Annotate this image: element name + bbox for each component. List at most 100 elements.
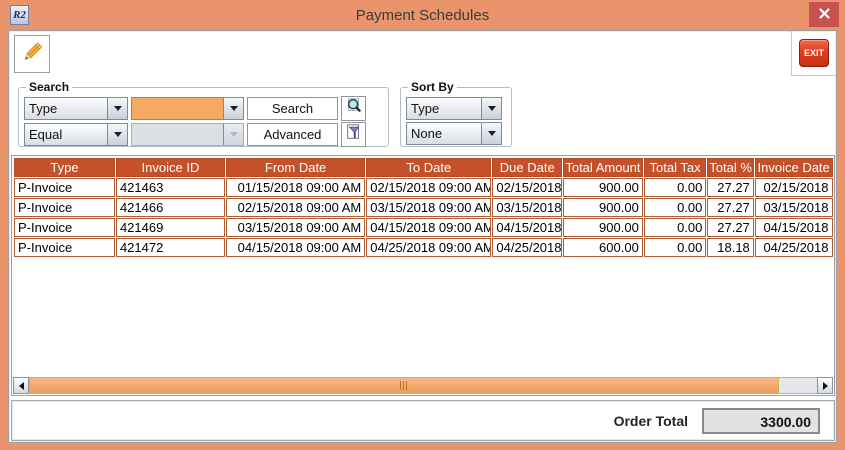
cell-from-date[interactable]: 02/15/2018 09:00 AM bbox=[225, 198, 366, 217]
cell-total-amount[interactable]: 900.00 bbox=[563, 218, 643, 237]
column-header-to-date[interactable]: To Date bbox=[366, 158, 492, 177]
cell-invoice-date[interactable]: 02/15/2018 bbox=[754, 178, 833, 197]
column-header-from-date[interactable]: From Date bbox=[225, 158, 366, 177]
cell-from-date[interactable]: 03/15/2018 09:00 AM bbox=[225, 218, 366, 237]
sort-row-2: None bbox=[406, 122, 506, 145]
search-group-label: Search bbox=[29, 80, 70, 94]
scroll-left-button[interactable] bbox=[13, 377, 29, 394]
column-header-total-amount[interactable]: Total Amount bbox=[563, 158, 643, 177]
cell-to-date[interactable]: 04/25/2018 09:00 AM bbox=[366, 238, 492, 257]
sort-primary-combo[interactable]: Type bbox=[406, 97, 502, 120]
chevron-down-icon[interactable] bbox=[481, 98, 501, 119]
search-row-2: Equal Advanced bbox=[24, 122, 383, 147]
close-button[interactable] bbox=[809, 2, 839, 27]
search-icon-button[interactable] bbox=[341, 96, 366, 121]
cell-invoice-date[interactable]: 04/25/2018 bbox=[754, 238, 833, 257]
column-header-invoice-id[interactable]: Invoice ID bbox=[115, 158, 225, 177]
chevron-down-icon bbox=[223, 124, 243, 145]
cell-due-date[interactable]: 03/15/2018 bbox=[492, 198, 563, 217]
table-row[interactable]: P-Invoice 421463 01/15/2018 09:00 AM 02/… bbox=[14, 178, 833, 197]
cell-type[interactable]: P-Invoice bbox=[14, 218, 115, 237]
sort-secondary-combo[interactable]: None bbox=[406, 122, 502, 145]
chevron-down-icon[interactable] bbox=[481, 123, 501, 144]
cell-total-pct[interactable]: 27.27 bbox=[707, 198, 754, 217]
table-row[interactable]: P-Invoice 421466 02/15/2018 09:00 AM 03/… bbox=[14, 198, 833, 217]
magnifier-icon bbox=[345, 97, 363, 120]
cell-invoice-id[interactable]: 421466 bbox=[115, 198, 225, 217]
column-header-type[interactable]: Type bbox=[14, 158, 115, 177]
cell-total-tax[interactable]: 0.00 bbox=[643, 178, 707, 197]
cell-type[interactable]: P-Invoice bbox=[14, 198, 115, 217]
sort-by-group-label: Sort By bbox=[411, 80, 454, 94]
chevron-down-icon[interactable] bbox=[223, 98, 243, 119]
search-operator-combo[interactable]: Equal bbox=[24, 123, 128, 146]
cell-total-amount[interactable]: 600.00 bbox=[563, 238, 643, 257]
column-header-invoice-date[interactable]: Invoice Date bbox=[754, 158, 833, 177]
scrollbar-track[interactable] bbox=[779, 377, 817, 394]
cell-invoice-date[interactable]: 04/15/2018 bbox=[754, 218, 833, 237]
search-field-combo[interactable]: Type bbox=[24, 97, 128, 120]
scrollbar-grip bbox=[400, 381, 408, 390]
search-value-combo[interactable] bbox=[131, 97, 244, 120]
cell-total-pct[interactable]: 18.18 bbox=[707, 238, 754, 257]
close-icon bbox=[818, 6, 830, 24]
cell-total-tax[interactable]: 0.00 bbox=[643, 218, 707, 237]
cell-due-date[interactable]: 04/15/2018 bbox=[492, 218, 563, 237]
cell-type[interactable]: P-Invoice bbox=[14, 178, 115, 197]
cell-invoice-date[interactable]: 03/15/2018 bbox=[754, 198, 833, 217]
sort-by-group: Sort By Type None bbox=[400, 80, 512, 147]
column-header-total-pct[interactable]: Total % bbox=[707, 158, 754, 177]
search-field-value: Type bbox=[29, 101, 58, 116]
search-value-text bbox=[132, 98, 223, 119]
cell-to-date[interactable]: 04/15/2018 09:00 AM bbox=[366, 218, 492, 237]
arrow-left-icon bbox=[18, 381, 24, 390]
advanced-button[interactable]: Advanced bbox=[247, 123, 338, 146]
titlebar[interactable]: Payment Schedules R2 bbox=[0, 0, 845, 30]
cell-total-tax[interactable]: 0.00 bbox=[643, 198, 707, 217]
cell-invoice-id[interactable]: 421469 bbox=[115, 218, 225, 237]
cell-type[interactable]: P-Invoice bbox=[14, 238, 115, 257]
cell-from-date[interactable]: 04/15/2018 09:00 AM bbox=[225, 238, 366, 257]
sort-primary-value: Type bbox=[411, 101, 440, 116]
cell-due-date[interactable]: 04/25/2018 bbox=[492, 238, 563, 257]
table-row[interactable]: P-Invoice 421469 03/15/2018 09:00 AM 04/… bbox=[14, 218, 833, 237]
table-row[interactable]: P-Invoice 421472 04/15/2018 09:00 AM 04/… bbox=[14, 238, 833, 257]
cell-total-amount[interactable]: 900.00 bbox=[563, 198, 643, 217]
cell-from-date[interactable]: 01/15/2018 09:00 AM bbox=[225, 178, 366, 197]
column-header-total-tax[interactable]: Total Tax bbox=[643, 158, 707, 177]
cell-total-tax[interactable]: 0.00 bbox=[643, 238, 707, 257]
advanced-search-icon bbox=[345, 123, 363, 146]
chevron-down-icon[interactable] bbox=[107, 124, 127, 145]
edit-button[interactable] bbox=[14, 35, 50, 73]
cell-invoice-id[interactable]: 421472 bbox=[115, 238, 225, 257]
search-value2-text bbox=[132, 124, 223, 145]
schedule-table: Type Invoice ID From Date To Date Due Da… bbox=[13, 157, 833, 258]
scroll-right-button[interactable] bbox=[817, 377, 833, 394]
search-group: Search Type Search bbox=[18, 80, 389, 147]
cell-total-pct[interactable]: 27.27 bbox=[707, 178, 754, 197]
app-logo-icon: R2 bbox=[10, 5, 29, 25]
advanced-search-icon-button[interactable] bbox=[341, 122, 366, 147]
column-header-due-date[interactable]: Due Date bbox=[492, 158, 563, 177]
table-header-row: Type Invoice ID From Date To Date Due Da… bbox=[14, 158, 833, 177]
sort-row-1: Type bbox=[406, 97, 506, 120]
cell-total-amount[interactable]: 900.00 bbox=[563, 178, 643, 197]
exit-button[interactable]: EXIT bbox=[799, 39, 829, 67]
window-title: Payment Schedules bbox=[355, 6, 490, 24]
scrollbar-thumb[interactable] bbox=[29, 377, 779, 394]
arrow-right-icon bbox=[822, 381, 828, 390]
cell-due-date[interactable]: 02/15/2018 bbox=[492, 178, 563, 197]
search-row-1: Type Search bbox=[24, 96, 383, 121]
cell-invoice-id[interactable]: 421463 bbox=[115, 178, 225, 197]
chevron-down-icon[interactable] bbox=[107, 98, 127, 119]
search-button[interactable]: Search bbox=[247, 97, 338, 120]
main-panel: EXIT Search Type Search bbox=[8, 30, 837, 443]
sort-secondary-value: None bbox=[411, 126, 443, 141]
cell-to-date[interactable]: 02/15/2018 09:00 AM bbox=[366, 178, 492, 197]
schedule-table-panel: Type Invoice ID From Date To Date Due Da… bbox=[11, 155, 835, 396]
horizontal-scrollbar bbox=[13, 377, 833, 394]
order-total-field: 3300.00 bbox=[702, 407, 820, 434]
cell-to-date[interactable]: 03/15/2018 09:00 AM bbox=[366, 198, 492, 217]
cell-total-pct[interactable]: 27.27 bbox=[707, 218, 754, 237]
